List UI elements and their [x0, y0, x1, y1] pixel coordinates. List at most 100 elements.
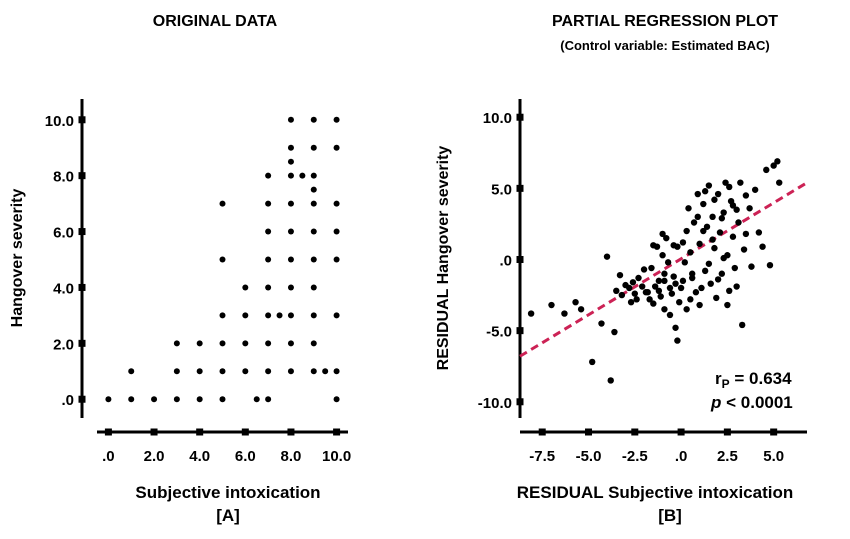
a-data-point: [219, 312, 226, 319]
b-data-point: [740, 246, 748, 253]
correlation-value: = 0.634: [730, 369, 792, 388]
b-data-point: [661, 270, 668, 277]
a-y-tick: [78, 339, 86, 347]
b-data-point: [770, 162, 777, 169]
b-data-point: [687, 296, 694, 303]
p-symbol: p: [710, 393, 721, 412]
b-data-point: [711, 196, 718, 203]
a-data-point: [287, 200, 294, 207]
b-data-point: [679, 277, 687, 285]
b-data-point: [683, 306, 690, 313]
b-data-point: [659, 252, 666, 259]
b-data-point: [681, 259, 688, 266]
b-data-point: [716, 229, 724, 236]
panel-b-title: PARTIAL REGRESSION PLOT: [552, 13, 778, 30]
b-y-tick-label: -10.0: [478, 395, 512, 412]
a-x-tick-label: 2.0: [144, 448, 165, 465]
a-data-point: [265, 368, 272, 375]
a-y-tick: [78, 116, 86, 124]
a-data-point: [276, 312, 283, 319]
a-data-point: [310, 340, 317, 347]
b-data-point: [698, 284, 705, 292]
b-y-tick: [516, 398, 524, 406]
a-data-point: [287, 256, 294, 263]
b-data-point: [635, 274, 642, 282]
b-data-point: [664, 259, 672, 266]
b-x-tick: [538, 428, 546, 436]
b-data-point: [561, 310, 568, 317]
a-data-point: [128, 396, 135, 403]
b-data-point: [607, 377, 614, 384]
panel-a-y-label: Hangover severity: [9, 189, 26, 328]
a-x-tick-label: 10.0: [322, 448, 351, 465]
a-x-tick: [104, 428, 112, 436]
panel-a-title: ORIGINAL DATA: [153, 13, 278, 30]
a-data-point: [333, 368, 340, 375]
b-data-point: [746, 205, 753, 212]
panel-b-x-axis: -7.5 -5.0 -2.5 .0 2.5 5.0: [520, 428, 807, 465]
a-data-point: [333, 396, 340, 403]
b-data-point: [668, 290, 676, 297]
b-data-point: [718, 215, 726, 222]
b-data-point: [548, 301, 555, 309]
b-data-point: [631, 290, 638, 297]
b-data-point: [711, 244, 718, 252]
a-data-point: [219, 256, 226, 263]
a-data-point: [265, 172, 272, 179]
b-y-tick-label: 5.0: [491, 181, 512, 198]
b-data-point: [627, 298, 635, 306]
b-data-point: [696, 301, 703, 309]
a-data-point: [310, 144, 317, 151]
b-y-tick-label: .0: [499, 253, 512, 270]
b-data-point: [709, 236, 716, 243]
panel-a-points: [105, 116, 340, 403]
b-data-point: [705, 260, 713, 267]
b-data-point: [683, 227, 690, 235]
b-data-point: [685, 205, 692, 212]
b-y-tick: [516, 184, 524, 192]
a-data-point: [253, 396, 260, 403]
b-data-point: [701, 267, 709, 275]
b-data-point: [672, 324, 679, 331]
a-x-tick-label: .0: [102, 448, 115, 465]
b-data-point: [694, 190, 701, 198]
b-data-point: [577, 306, 585, 313]
a-data-point: [333, 228, 340, 235]
p-value-stat: p < 0.0001: [710, 393, 793, 412]
b-data-point: [751, 186, 759, 193]
b-x-tick: [770, 428, 778, 436]
b-data-point: [718, 270, 726, 277]
a-data-point: [265, 256, 272, 263]
b-data-point: [696, 240, 703, 248]
b-data-point: [766, 261, 774, 269]
a-y-tick-label: 8.0: [53, 169, 74, 186]
b-x-tick-label: -7.5: [529, 448, 555, 465]
a-x-tick: [241, 428, 249, 436]
b-y-tick: [516, 327, 524, 335]
b-x-tick-label: -2.5: [622, 448, 648, 465]
a-data-point: [287, 144, 294, 151]
a-data-point: [173, 396, 180, 403]
panel-b-y-label: RESIDUAL Hangover severity: [435, 146, 452, 371]
b-data-point: [763, 166, 770, 174]
a-data-point: [333, 312, 340, 319]
a-data-point: [242, 284, 249, 291]
b-data-point: [633, 296, 640, 303]
b-data-point: [657, 293, 664, 300]
b-data-point: [640, 266, 648, 273]
b-data-point: [598, 320, 605, 327]
a-data-point: [219, 340, 226, 347]
a-data-point: [265, 312, 272, 319]
p-value: < 0.0001: [721, 393, 792, 412]
b-data-point: [705, 182, 713, 189]
b-data-point: [679, 239, 687, 246]
a-data-point: [265, 396, 272, 403]
b-data-point: [722, 179, 729, 186]
b-y-tick-label: -5.0: [486, 324, 512, 341]
regression-line: [519, 181, 808, 358]
a-data-point: [310, 200, 317, 207]
a-x-tick: [196, 428, 204, 436]
panel-b-y-axis: -10.0 -5.0 .0 5.0 10.0: [478, 99, 524, 418]
a-data-point: [128, 368, 135, 375]
